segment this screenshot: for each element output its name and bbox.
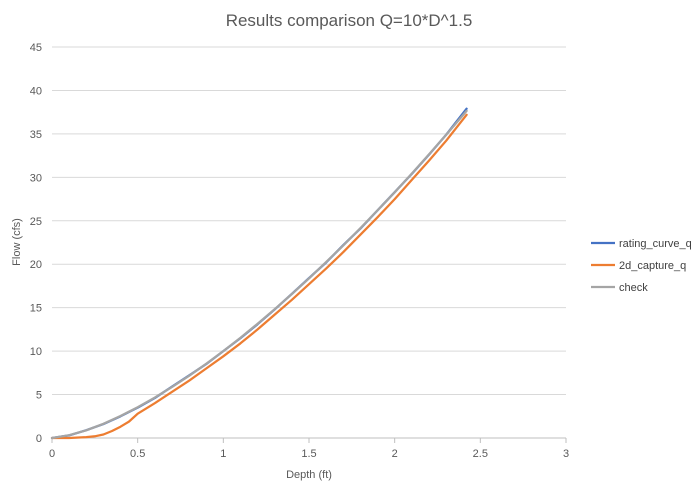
y-tick-label: 20 <box>30 259 42 271</box>
y-tick-label: 0 <box>36 433 42 445</box>
y-tick-label: 10 <box>30 346 42 358</box>
series-line-check <box>50 109 468 440</box>
x-tick-label: 0.5 <box>130 448 145 460</box>
x-tick-label: 2.5 <box>473 448 488 460</box>
legend-label: rating_curve_q <box>619 238 692 250</box>
y-axis-label: Flow (cfs) <box>11 218 23 266</box>
y-tick-label: 5 <box>36 390 42 402</box>
y-axis-ticks: 0 5 10 15 20 25 30 35 40 45 <box>30 42 42 445</box>
series-lines <box>50 107 468 440</box>
x-axis-label: Depth (ft) <box>286 469 332 481</box>
chart-title: Results comparison Q=10*D^1.5 <box>226 11 473 30</box>
x-tick-label: 1.5 <box>301 448 316 460</box>
x-tick-label: 2 <box>392 448 398 460</box>
y-tick-label: 25 <box>30 216 42 228</box>
x-tick-label: 1 <box>220 448 226 460</box>
legend-label: 2d_capture_q <box>619 260 686 272</box>
series-line-2d_capture_q <box>50 113 468 440</box>
y-tick-label: 15 <box>30 303 42 315</box>
y-tick-label: 40 <box>30 85 42 97</box>
x-tick-label: 0 <box>49 448 55 460</box>
y-tick-label: 35 <box>30 129 42 141</box>
y-tick-label: 45 <box>30 42 42 54</box>
x-axis-ticks: 0 0.5 1 1.5 2 2.5 3 <box>49 438 569 460</box>
x-tick-label: 3 <box>563 448 569 460</box>
legend-label: check <box>619 282 648 294</box>
y-tick-label: 30 <box>30 172 42 184</box>
